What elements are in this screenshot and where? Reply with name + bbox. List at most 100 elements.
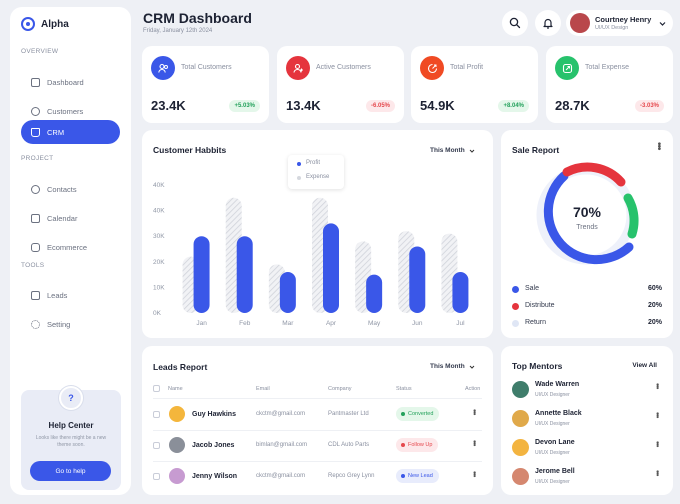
period-select[interactable]: This Month — [430, 147, 475, 154]
period-label: This Month — [430, 147, 465, 154]
bar-profit[interactable] — [452, 272, 469, 313]
stat-label: Total Customers — [181, 64, 232, 71]
more-options-icon[interactable]: ••• — [653, 470, 662, 476]
calendar-icon — [31, 213, 40, 223]
x-tick-label: Jun — [412, 320, 423, 327]
sidebar-item-contacts[interactable]: Contacts — [21, 177, 120, 201]
more-options-icon[interactable]: ••• — [470, 409, 479, 415]
more-options-icon[interactable]: ••• — [653, 412, 662, 418]
y-tick-label: 40K — [153, 208, 165, 215]
search-button[interactable] — [502, 10, 528, 36]
bar-profit[interactable] — [323, 223, 339, 313]
user-name: Courtney Henry — [595, 15, 652, 24]
card-title: Customer Habbits — [153, 145, 227, 155]
sidebar-item-dashboard[interactable]: Dashboard — [21, 70, 120, 94]
more-options-icon[interactable]: ••• — [653, 383, 662, 389]
sale-report-card: Sale Report ••• 70% Trends Sale 60% Dist… — [501, 130, 673, 338]
sidebar-item-crm[interactable]: CRM — [21, 120, 120, 144]
avatar — [512, 410, 529, 427]
legend-value: 20% — [647, 302, 662, 309]
user-add-icon — [286, 56, 310, 80]
user-profile[interactable]: Courtney Henry UI/UX Design — [566, 10, 673, 36]
stat-card-total-expense: Total Expense 28.7K -3.03% — [546, 46, 673, 123]
sale-donut — [536, 162, 639, 265]
donut-center-label: Trends — [576, 224, 598, 231]
page-date: Friday, January 12th 2024 — [143, 28, 213, 34]
avatar — [570, 13, 590, 33]
sidebar-item-label: Dashboard — [47, 77, 84, 87]
mentor-name: Annette Black — [535, 410, 582, 417]
card-title: Sale Report — [512, 145, 560, 155]
mentor-role: UI/UX Designer — [535, 421, 570, 427]
legend-swatch — [512, 303, 519, 310]
sidebar-item-setting[interactable]: Setting — [21, 312, 120, 336]
sidebar-item-ecommerce[interactable]: Ecommerce — [21, 235, 120, 259]
select-all-checkbox[interactable] — [153, 385, 160, 392]
bar-profit[interactable] — [409, 246, 426, 313]
expense-icon — [555, 56, 579, 80]
section-label-tools: TOOLS — [21, 262, 45, 269]
notification-button[interactable] — [535, 10, 561, 36]
x-tick-label: Feb — [239, 320, 251, 327]
more-options-icon[interactable]: ••• — [470, 440, 479, 446]
sidebar-item-leads[interactable]: Leads — [21, 283, 120, 307]
stat-value: 54.9K — [420, 98, 455, 113]
row-checkbox[interactable] — [153, 473, 160, 480]
help-title: Help Center — [48, 421, 94, 430]
profit-icon — [420, 56, 444, 80]
lead-name: Jenny Wilson — [192, 473, 238, 480]
divider — [153, 398, 482, 399]
bar-profit[interactable] — [236, 236, 253, 313]
column-header: Email — [256, 386, 270, 392]
avatar — [512, 381, 529, 398]
brand-name: Alpha — [41, 18, 69, 30]
x-tick-label: Jan — [196, 320, 207, 327]
bar-profit[interactable] — [366, 274, 383, 313]
status-badge: New Lead — [396, 469, 439, 483]
sidebar: Alpha OVERVIEW Dashboard Customers CRM P… — [10, 7, 131, 495]
more-options-icon[interactable]: ••• — [653, 142, 664, 150]
bar-profit[interactable] — [279, 272, 296, 313]
top-mentors-card: Top Mentors View All Wade Warren UI/UX D… — [501, 346, 673, 495]
page-title: CRM Dashboard — [143, 10, 252, 26]
chevron-down-icon — [469, 365, 475, 369]
period-select[interactable]: This Month — [430, 363, 475, 370]
go-to-help-button[interactable]: Go to help — [30, 461, 111, 481]
question-icon: ? — [59, 386, 83, 410]
x-tick-label: Apr — [326, 320, 337, 327]
y-tick-label: 10K — [153, 284, 165, 291]
sidebar-item-label: Customers — [47, 106, 84, 116]
stat-label: Active Customers — [316, 64, 371, 71]
sidebar-item-customers[interactable]: Customers — [21, 99, 120, 123]
more-options-icon[interactable]: ••• — [470, 471, 479, 477]
mentor-name: Wade Warren — [535, 381, 580, 388]
sidebar-item-calendar[interactable]: Calendar — [21, 206, 120, 230]
bar-profit[interactable] — [193, 236, 210, 313]
avatar — [169, 468, 185, 484]
sidebar-item-label: Leads — [47, 290, 68, 300]
row-checkbox[interactable] — [153, 411, 160, 418]
legend-swatch — [297, 176, 301, 180]
view-all-link[interactable]: View All — [632, 362, 657, 369]
stat-change-badge: +5.03% — [229, 100, 260, 112]
x-tick-label: Jul — [456, 320, 465, 327]
chevron-down-icon — [659, 22, 666, 26]
brand-logo-icon — [21, 17, 35, 31]
section-label-project: PROJECT — [21, 155, 54, 162]
stat-change-badge: -6.05% — [365, 100, 395, 112]
y-tick-label: 40K — [153, 182, 165, 189]
users-icon — [31, 106, 40, 116]
column-header: Company — [328, 386, 352, 392]
donut-segment-distribute — [562, 162, 626, 187]
lead-company: Pantmaster Ltd — [328, 411, 369, 417]
more-options-icon[interactable]: ••• — [653, 441, 662, 447]
bag-icon — [31, 242, 40, 252]
brand[interactable]: Alpha — [21, 17, 69, 31]
legend-name: Return — [525, 319, 547, 326]
y-tick-label: 20K — [153, 259, 165, 266]
stat-label: Total Profit — [450, 64, 484, 71]
row-checkbox[interactable] — [153, 442, 160, 449]
paper-icon — [31, 290, 40, 300]
donut-segment-return — [623, 193, 639, 239]
legend-swatch — [512, 320, 519, 327]
